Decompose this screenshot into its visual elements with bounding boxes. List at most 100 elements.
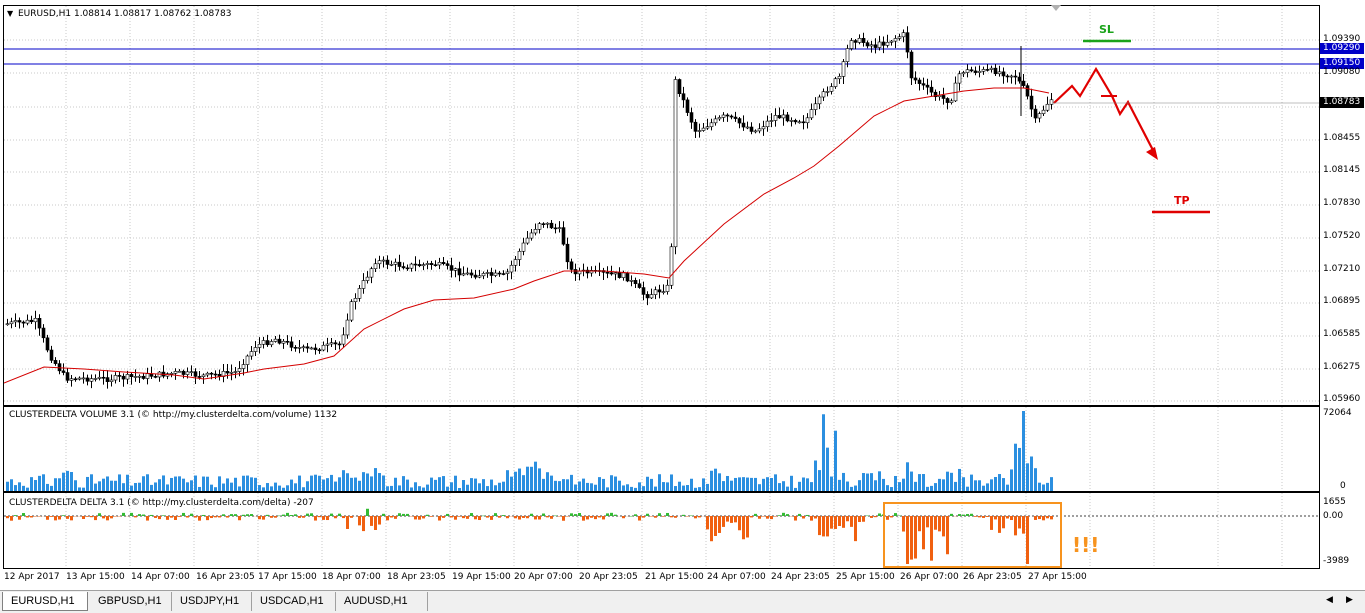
volume-bar [670, 474, 673, 491]
candle-body [317, 349, 322, 352]
volume-bar [346, 473, 349, 491]
delta-bar-negative [730, 516, 733, 523]
volume-bar [686, 485, 689, 491]
tabs-scroll-left-icon[interactable]: ◀ [1326, 595, 1333, 605]
delta-bar-negative [1034, 516, 1037, 520]
delta-bar-negative [814, 516, 817, 519]
tab-usdcad[interactable]: USDCAD,H1 [252, 592, 336, 611]
candle-body [829, 86, 834, 92]
volume-bar [266, 483, 269, 491]
moving-average-line [4, 87, 1050, 384]
candle-body [409, 263, 414, 269]
candle-body [677, 79, 682, 94]
candle-body [333, 342, 338, 345]
candle-body [901, 32, 906, 38]
price-plot [4, 6, 1319, 405]
delta-bar-negative [914, 516, 917, 559]
chart-tabs: EURUSD,H1 GBPUSD,H1 USDJPY,H1 USDCAD,H1 … [0, 590, 1365, 613]
candle-body [485, 272, 490, 274]
candle-body [1021, 80, 1026, 86]
volume-bar [422, 487, 425, 491]
candle-body [1005, 75, 1010, 78]
volume-bar [798, 481, 801, 491]
volume-bar [514, 471, 517, 491]
tab-gbpusd[interactable]: GBPUSD,H1 [90, 592, 172, 611]
tab-eurusd[interactable]: EURUSD,H1 [2, 592, 88, 611]
delta-bar-negative [902, 516, 905, 532]
tab-audusd[interactable]: AUDUSD,H1 [336, 592, 428, 611]
delta-bar-positive [426, 514, 429, 516]
delta-bar-positive [242, 514, 245, 516]
delta-bar-positive [614, 514, 617, 516]
price-tick: 1.09390 [1323, 34, 1361, 44]
volume-bar [750, 477, 753, 491]
delta-bar-negative [166, 516, 169, 520]
volume-bar [74, 480, 77, 491]
volume-bar [202, 476, 205, 491]
delta-bar-negative [670, 516, 673, 518]
volume-bar [878, 471, 881, 491]
candle-body [825, 91, 830, 93]
volume-bar [766, 477, 769, 491]
volume-bar [934, 483, 937, 491]
candle-body [269, 341, 274, 346]
volume-bar [78, 487, 81, 491]
delta-bar-negative [458, 516, 461, 517]
delta-panel[interactable]: CLUSTERDELTA DELTA 3.1 (© http://my.clus… [3, 492, 1320, 569]
volume-bar [646, 476, 649, 491]
volume-bar [258, 485, 261, 491]
candle-body [737, 118, 742, 124]
candle-body [457, 268, 462, 276]
delta-bar-negative [194, 516, 197, 518]
volume-bar [966, 486, 969, 491]
candle-body [1025, 85, 1030, 97]
volume-bar [642, 486, 645, 491]
volume-bar [606, 487, 609, 491]
delta-bar-positive [682, 514, 685, 516]
candle-body [561, 227, 566, 245]
volume-bar [434, 479, 437, 491]
volume-panel[interactable]: CLUSTERDELTA VOLUME 3.1 (© http://my.clu… [3, 406, 1320, 492]
volume-bar [822, 414, 825, 491]
tab-usdjpy[interactable]: USDJPY,H1 [172, 592, 252, 611]
volume-bar [386, 486, 389, 491]
candle-body [141, 375, 146, 379]
tabs-scroll-right-icon[interactable]: ▶ [1346, 595, 1353, 605]
price-chart-pane[interactable]: ▼ EURUSD,H1 1.08814 1.08817 1.08762 1.08… [3, 5, 1320, 406]
volume-bar [334, 481, 337, 491]
price-tick: 1.05960 [1323, 394, 1361, 404]
volume-bar [126, 474, 129, 491]
delta-bar-negative [490, 516, 493, 520]
volume-bar [490, 479, 493, 491]
volume-bar [990, 479, 993, 491]
candle-body [397, 261, 402, 267]
volume-bar [622, 485, 625, 491]
candle-body [309, 347, 314, 350]
volume-bar [270, 486, 273, 491]
delta-bar-negative [86, 516, 89, 517]
volume-bar [130, 485, 133, 491]
delta-bar-negative [870, 516, 873, 518]
delta-bar-negative [834, 516, 837, 529]
delta-bar-negative [206, 516, 209, 521]
volume-bar [810, 482, 813, 491]
price-axis[interactable]: 1.09390 1.09290 1.09150 1.09080 1.08783 … [1320, 5, 1365, 406]
volume-bar [758, 484, 761, 491]
candle-body [545, 222, 550, 225]
volume-bar [106, 476, 109, 491]
chart-collapse-icon[interactable]: ▼ [7, 9, 14, 18]
volume-bar [390, 485, 393, 491]
delta-bar-negative [438, 516, 441, 521]
delta-bar-negative [546, 516, 549, 518]
delta-bar-negative [1006, 516, 1009, 519]
time-tick: 17 Apr 15:00 [258, 572, 317, 582]
delta-bar-positive [150, 514, 153, 516]
volume-histogram [6, 407, 1283, 491]
candle-body [669, 246, 674, 286]
volume-bar [626, 484, 629, 491]
delta-bar-negative [414, 516, 417, 520]
volume-bar [970, 474, 973, 491]
volume-bar [786, 486, 789, 491]
volume-bar [342, 470, 345, 491]
delta-bar-positive [570, 513, 573, 516]
